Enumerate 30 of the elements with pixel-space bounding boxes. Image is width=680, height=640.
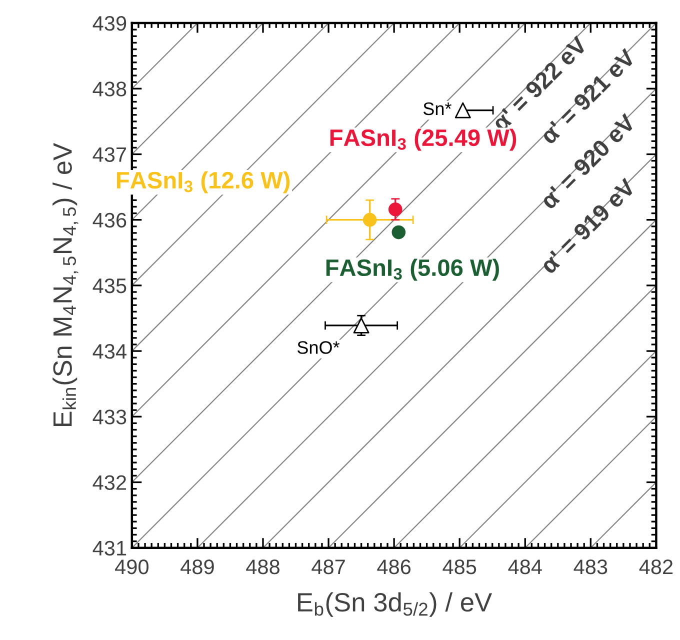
x-tick-label: 489 — [180, 560, 214, 574]
x-tick-label: 484 — [508, 560, 542, 574]
text: E$_{kin}$(Sn M$_{4}$N$_{4,5}$N$_{4,5}$) / eV — [52, 142, 78, 426]
text: FASnI$_{3}$ (12.6 W) — [117, 171, 290, 194]
x-tick-label: 486 — [377, 560, 411, 574]
text: FASnI$_{3}$ (25.49 W) — [330, 128, 516, 151]
point — [353, 317, 370, 334]
point — [392, 225, 406, 240]
x-tick-label: 483 — [574, 560, 608, 574]
point — [388, 202, 402, 216]
y-tick-label: 435 — [92, 278, 126, 294]
y-tick-label: 432 — [92, 475, 126, 490]
y-tick-label: 431 — [92, 540, 126, 556]
series-label: Sn* — [423, 102, 452, 116]
series-label: FASnI$_{3}$ (5.06 W) — [326, 258, 499, 281]
x-tick-label: 482 — [639, 560, 673, 574]
y-tick-label: 436 — [92, 212, 126, 228]
y-tick-label: 438 — [92, 82, 126, 96]
x-tick-label: 490 — [115, 560, 148, 574]
series-label: SnO* — [297, 341, 340, 354]
y-tick-label: 439 — [92, 16, 126, 31]
x-axis-title: E$_{b}$(Sn 3d$_{5/2}$) / eV — [298, 592, 492, 617]
x-tick-label: 488 — [246, 560, 280, 574]
point — [362, 212, 377, 227]
y-tick-label: 433 — [92, 410, 126, 424]
point — [454, 102, 471, 118]
y-tick-label: 434 — [92, 344, 126, 359]
x-tick-label: 485 — [442, 560, 476, 574]
x-tick-label: 487 — [312, 560, 345, 574]
y-tick-label: 437 — [92, 147, 126, 162]
